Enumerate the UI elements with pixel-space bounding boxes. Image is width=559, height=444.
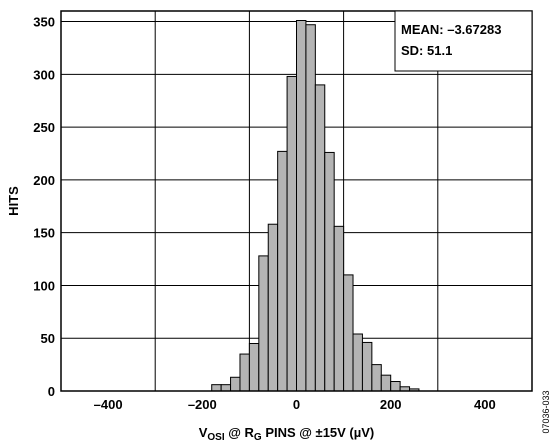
bar-7 [267,223,279,392]
x-tick-label-0: –400 [94,397,123,412]
bar-6 [258,255,269,392]
bar-15 [343,274,354,392]
bar-3 [230,376,241,392]
tick-labels: –400 –200 0 200 400 0 50 100 150 200 250 300 350 [33,15,495,412]
y-tick-label-6: 300 [33,67,55,82]
y-tick-label-0: 0 [48,384,55,399]
x-axis-title-part-0: V [199,425,208,440]
y-tick-label-1: 50 [41,331,55,346]
x-axis-title-part-2: @ R [225,425,255,440]
x-tick-label-1: –200 [188,397,217,412]
bar-10 [296,20,307,392]
y-tick-label-7: 350 [33,15,55,30]
bar-11 [305,24,316,392]
bar-13 [324,151,335,392]
x-axis-title-part-1: OSI [207,432,224,443]
x-axis-title-part-3: G [254,432,262,443]
bar-1 [211,384,222,392]
x-axis-title: VOSI @ RG PINS @ ±15V (µV) [199,425,375,443]
figure-id: 07036-033 [541,390,551,433]
bar-4 [239,353,250,392]
y-tick-label-5: 250 [33,120,55,135]
x-axis-title-part-4: PINS @ ±15V (µV) [262,425,375,440]
bar-14 [333,225,345,392]
bar-18 [371,364,382,392]
x-tick-label-3: 200 [380,397,402,412]
bar-2 [220,384,232,392]
y-tick-label-3: 150 [33,226,55,241]
x-tick-label-4: 400 [474,397,496,412]
bar-12 [314,84,326,392]
bar-5 [248,343,260,392]
sd-annotation: SD: 51.1 [401,43,452,58]
y-tick-label-4: 200 [33,173,55,188]
bar-17 [361,341,373,392]
bar-20 [390,381,401,392]
bar-19 [380,374,392,392]
bar-16 [352,333,363,392]
y-tick-label-2: 100 [33,278,55,293]
histogram-bars [211,20,420,392]
bar-9 [286,75,297,392]
mean-annotation: MEAN: –3.67283 [401,22,501,37]
plot-frame [60,10,533,392]
y-axis-title: HITS [6,186,21,216]
bar-8 [277,150,288,392]
x-tick-label-2: 0 [293,397,300,412]
stats-box [394,10,533,72]
